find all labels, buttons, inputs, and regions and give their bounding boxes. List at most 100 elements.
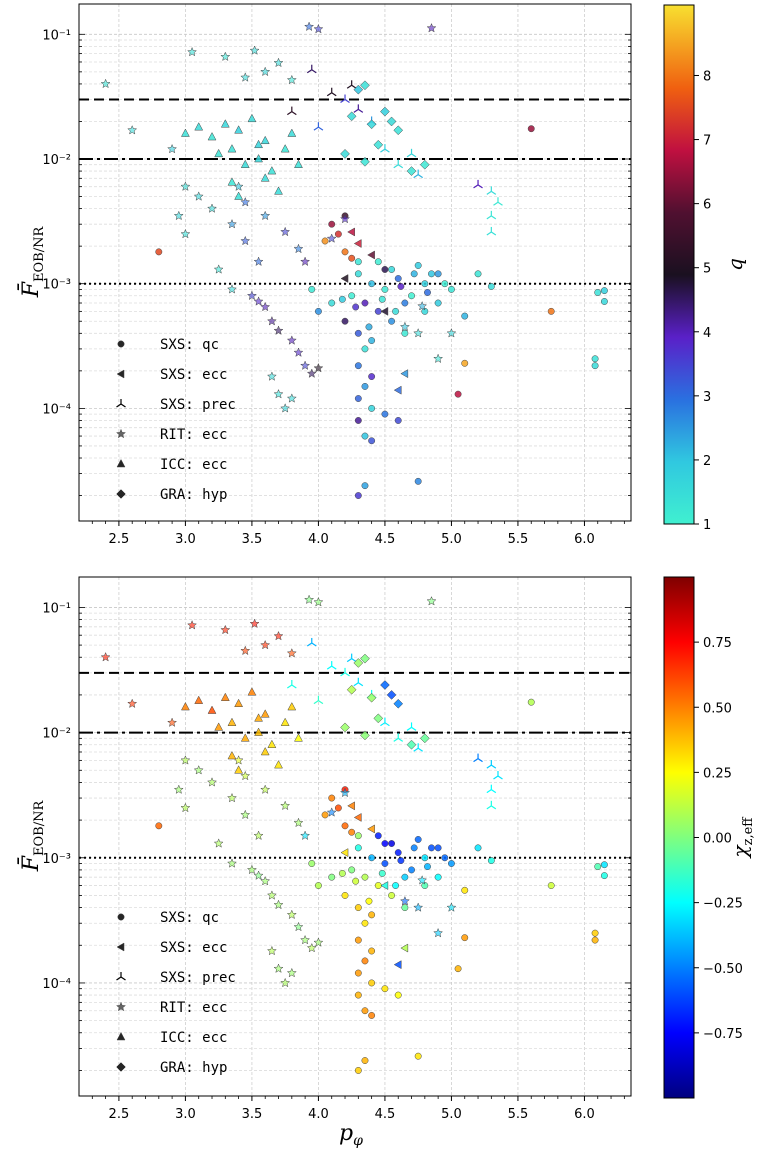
scatter-point-star [399, 321, 410, 332]
scatter-point-circle [397, 283, 405, 290]
scatter-point-circle [401, 329, 409, 337]
scatter-point-circle [461, 886, 469, 894]
scatter-point-circle [388, 266, 396, 273]
scatter-point-triangle-left [340, 848, 349, 858]
legend-label: SXS: ecc [160, 940, 227, 956]
scatter-point-circle [354, 969, 362, 977]
scatter-point-circle [447, 285, 455, 293]
scatter-point-tri-down [340, 667, 350, 677]
scatter-point-star [240, 770, 251, 781]
scatter-point-diamond [353, 84, 364, 95]
scatter-point-star [426, 596, 437, 606]
scatter-point-star [293, 921, 304, 932]
scatter-point-circle [341, 822, 349, 830]
scatter-point-triangle-up [214, 148, 224, 158]
scatter-point-star [300, 934, 311, 945]
scatter-point-circle [441, 854, 449, 862]
scatter-point-circle [348, 866, 356, 874]
scatter-point-star [286, 74, 297, 85]
scatter-point-star [233, 755, 244, 765]
scatter-point-circle [591, 936, 599, 944]
scatter-point-triangle-up [207, 132, 217, 141]
scatter-point-circle [397, 857, 405, 865]
legend-label: SXS: ecc [160, 367, 227, 383]
scatter-point-star [226, 858, 237, 868]
scatter-point-star [417, 300, 428, 311]
scatter-point-triangle-up [287, 702, 297, 711]
scatter-point-tri-down [380, 144, 390, 153]
scatter-point-circle [591, 355, 599, 363]
thresholds-bottom [79, 671, 631, 859]
legend-marker-star [115, 1001, 127, 1012]
scatter-point-circle [341, 248, 349, 256]
scatter-point-circle [354, 395, 362, 402]
scatter-point-star [293, 817, 304, 828]
colorbar-tick-label: 3 [703, 390, 711, 405]
scatter-point-circle [155, 248, 163, 256]
scatter-point-tri-down [486, 760, 497, 769]
scatter-point-tri-down [326, 87, 337, 97]
scatter-point-triangle-up [227, 144, 237, 153]
scatter-point-star [253, 296, 264, 306]
scatter-point-star [266, 315, 277, 326]
scatter-point-tri-down [326, 661, 337, 670]
scatter-point-triangle-up [180, 702, 190, 711]
scatter-point-circle [408, 292, 415, 300]
scatter-point-circle [155, 822, 163, 830]
scatter-point-star [286, 648, 297, 658]
scatter-point-star [180, 181, 191, 191]
scatter-point-star [226, 218, 237, 229]
scatter-point-circle [381, 860, 389, 867]
legend-label: SXS: qc [160, 910, 219, 926]
scatter-point-triangle-up [267, 166, 277, 175]
scatter-point-circle [547, 307, 555, 315]
scatter-point-diamond [373, 713, 384, 724]
x-tick-label: 5.0 [441, 532, 462, 547]
y-axis-label-top: F̄EOB/NR [17, 226, 47, 299]
colorbar-tick-label: 8 [703, 69, 711, 84]
legend-marker-triangle-up [116, 1031, 126, 1041]
scatter-point-star [220, 624, 231, 635]
scatter-point-triangle-left [367, 250, 375, 260]
scatter-point-circle [321, 237, 329, 245]
scatter-point-tri-down [393, 733, 404, 742]
scatter-point-circle [374, 258, 382, 266]
colorbar-tick-label: −0.25 [703, 897, 743, 912]
scatter-point-tri-down [413, 169, 424, 179]
scatter-point-triangle-left [393, 960, 402, 970]
legend-top: SXS: qc SXS: ecc SXS: prec RIT: ecc ICC: ecc… [115, 337, 236, 503]
scatter-point-triangle-up [207, 705, 217, 714]
scatter-point-circle [474, 270, 482, 278]
scatter-point-circle [354, 832, 362, 840]
scatter-point-tri-down [380, 717, 390, 727]
legend-marker-circle [117, 913, 125, 921]
scatter-point-star [249, 618, 260, 629]
scatter-point-star [226, 792, 237, 803]
scatter-point-tri-down [306, 64, 317, 74]
scatter-point-circle [361, 299, 369, 307]
scatter-point-circle [368, 437, 376, 445]
scatter-point-tri-down [353, 104, 364, 113]
scatter-point-star [286, 393, 297, 403]
scatter-point-star [246, 864, 257, 875]
scatter-point-circle [368, 337, 376, 344]
scatter-point-tri-down [353, 677, 364, 687]
scatter-point-circle [378, 869, 386, 877]
scatter-point-star [260, 301, 271, 312]
scatter-point-triangle-up [260, 709, 270, 718]
scatter-point-triangle-up [254, 713, 263, 722]
scatter-point-star [413, 902, 424, 912]
colorbar-tick-label: 5 [703, 262, 711, 277]
scatter-point-star [339, 787, 351, 798]
scatter-point-triangle-up [274, 186, 283, 195]
scatter-point-star [167, 143, 178, 154]
scatter-point-star [240, 196, 251, 207]
scatter-point-circle [361, 1057, 369, 1064]
scatter-point-tri-down [286, 680, 297, 689]
scatter-point-tri-down [486, 784, 497, 794]
legend-marker-diamond [116, 489, 126, 499]
scatter-point-triangle-left [340, 274, 349, 283]
scatter-point-star [286, 909, 297, 920]
scatter-point-diamond [393, 125, 404, 136]
scatter-point-circle [334, 804, 342, 812]
